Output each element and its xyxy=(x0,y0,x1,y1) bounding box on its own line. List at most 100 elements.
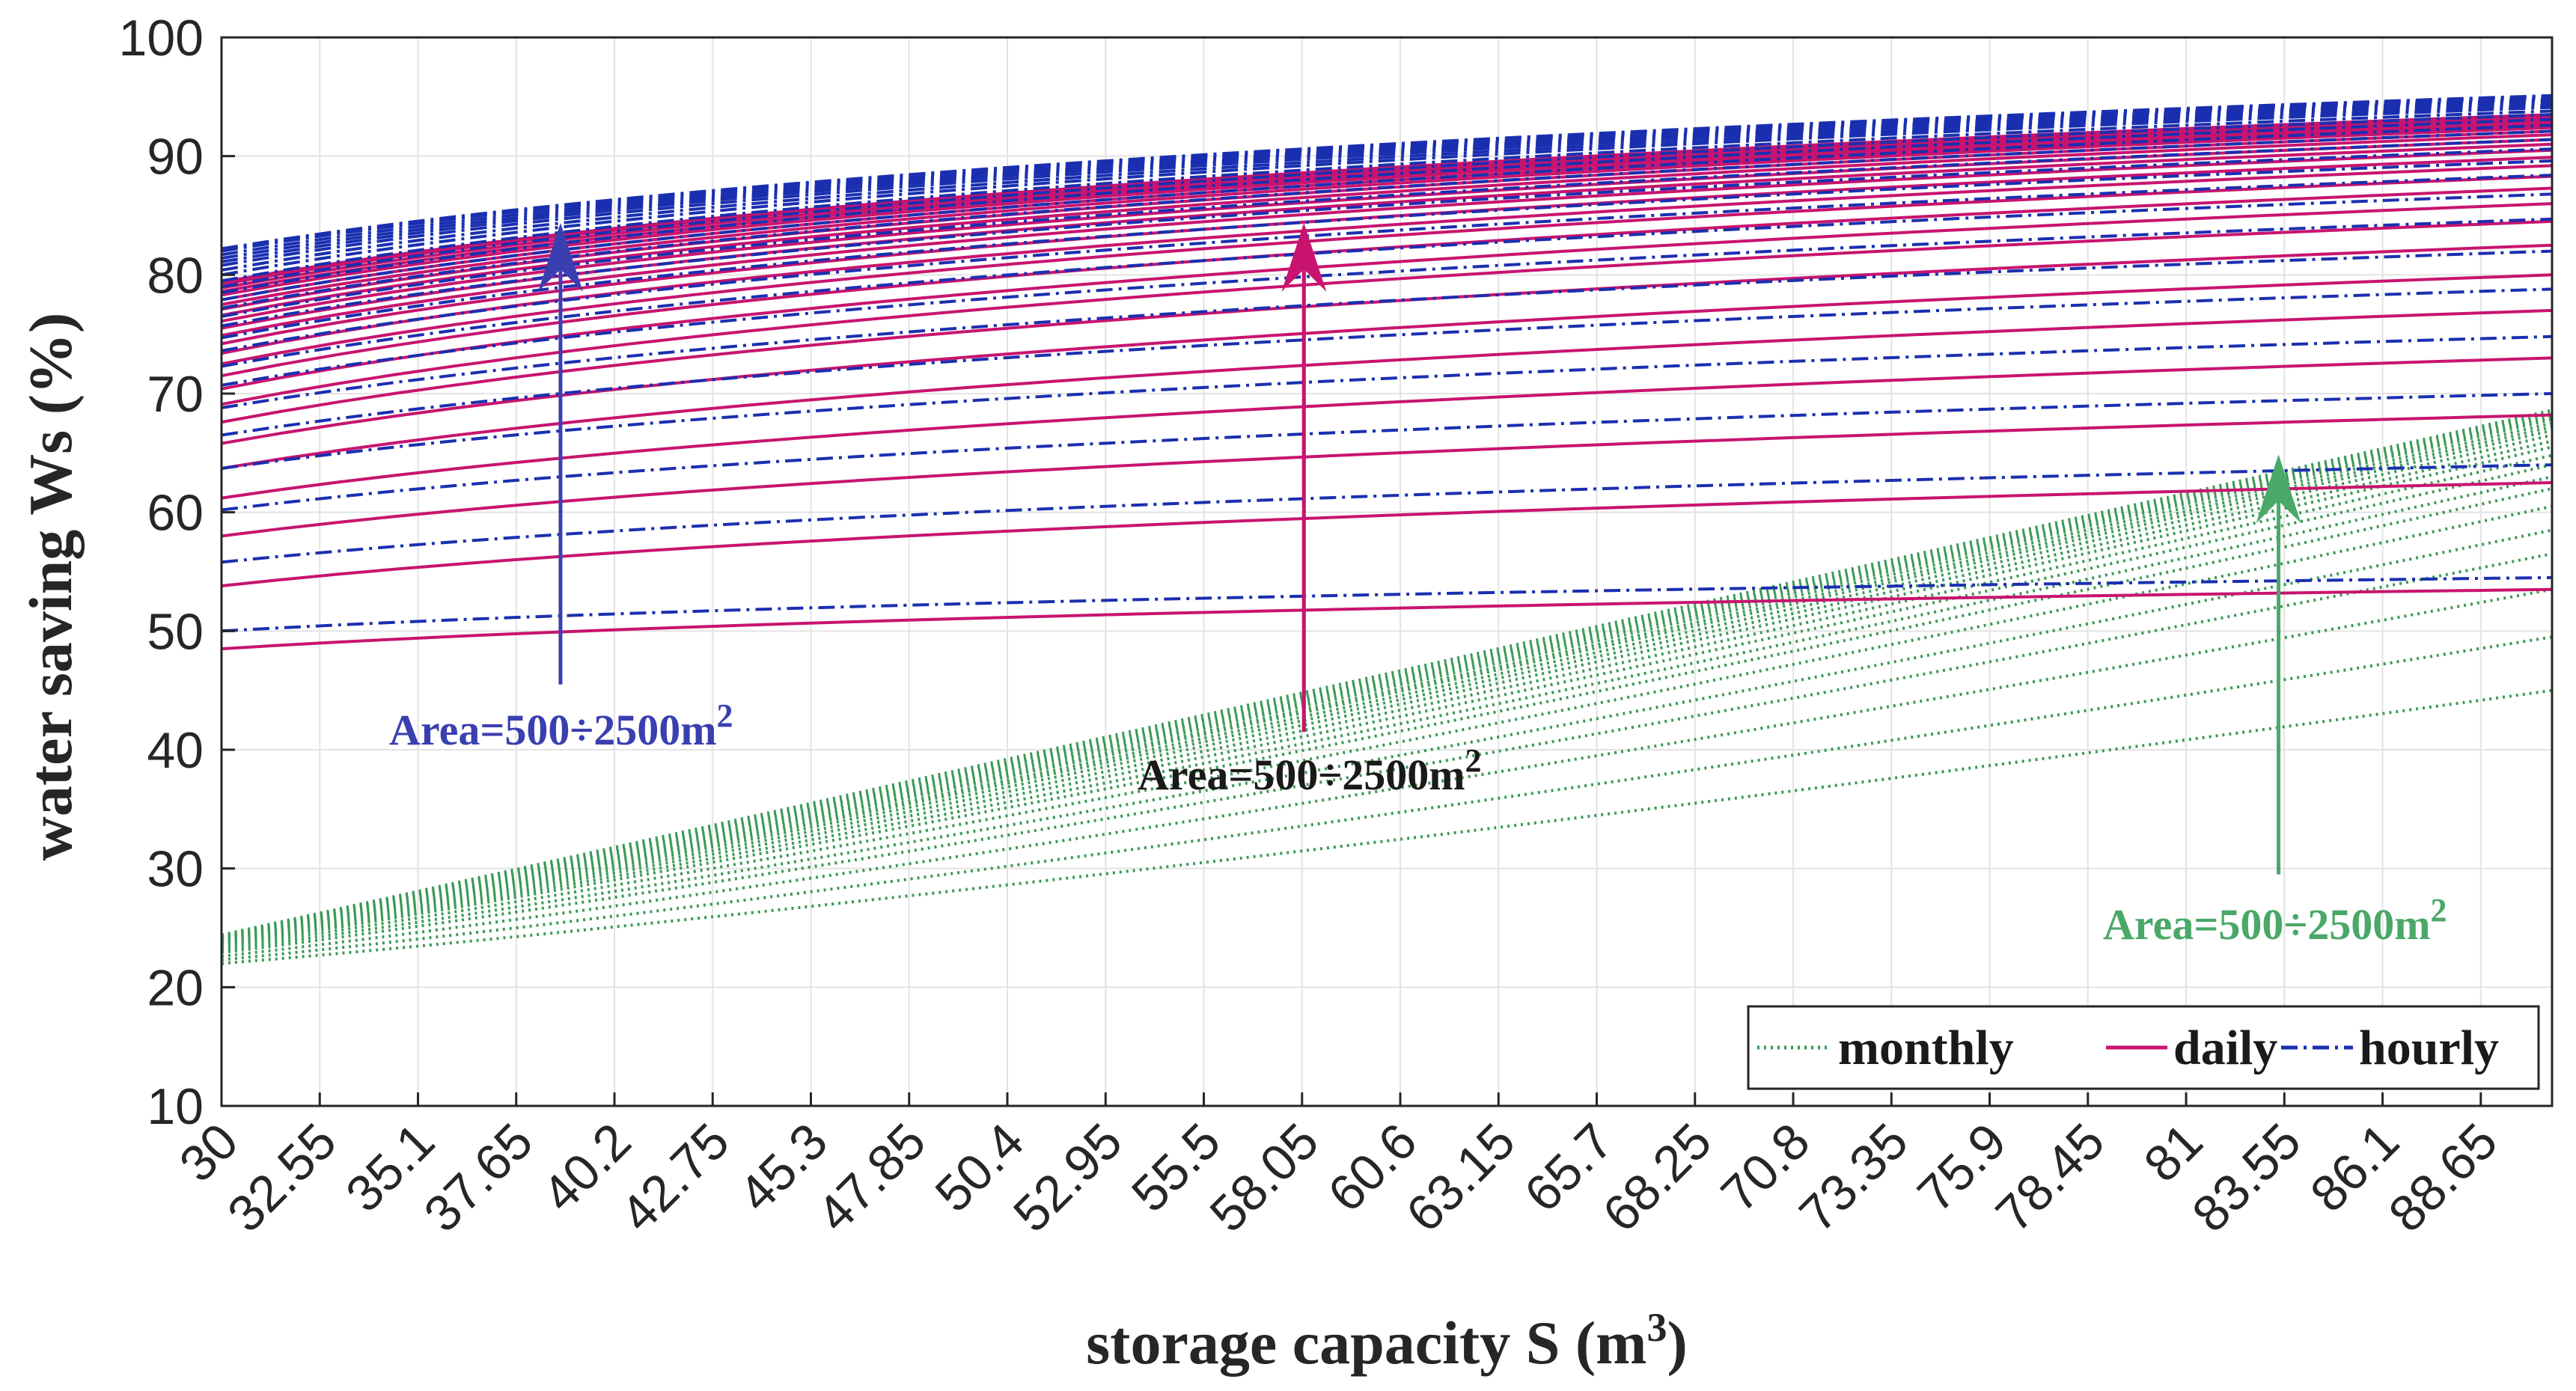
series-group-monthly xyxy=(221,409,2553,965)
x-axis-ticks: 3032.5535.137.6540.242.7545.347.8550.452… xyxy=(168,1092,2508,1243)
monthly-series-line xyxy=(221,425,2553,941)
monthly-series-line xyxy=(221,409,2553,937)
x-tick-label: 47.85 xyxy=(806,1113,936,1243)
daily-series-line xyxy=(221,174,2553,366)
legend-label-hourly: hourly xyxy=(2359,1021,2499,1075)
x-tick-label: 58.05 xyxy=(1199,1113,1329,1243)
monthly-series-line xyxy=(221,418,2553,939)
hourly-series-line xyxy=(221,138,2553,318)
monthly-series-line xyxy=(221,475,2553,947)
hourly-series-line xyxy=(221,94,2553,251)
x-tick-label-group: 47.85 xyxy=(806,1113,936,1243)
legend-label-daily: daily xyxy=(2173,1021,2277,1075)
annotation-arrow-head xyxy=(2256,454,2301,524)
x-tick-label: 88.65 xyxy=(2378,1113,2508,1243)
monthly-series-line xyxy=(221,453,2553,944)
y-tick-label: 50 xyxy=(147,603,204,660)
x-tick-label-group: 81 xyxy=(2133,1113,2213,1193)
x-tick-label-group: 37.65 xyxy=(413,1113,543,1243)
x-tick-label-group: 83.55 xyxy=(2182,1113,2312,1243)
x-tick-label-group: 58.05 xyxy=(1199,1113,1329,1243)
monthly-series-line xyxy=(221,421,2553,939)
x-tick-label-group: 68.25 xyxy=(1592,1113,1722,1243)
series-group-hourly xyxy=(221,94,2553,633)
hourly-series-line xyxy=(221,103,2553,272)
y-tick-label: 70 xyxy=(147,366,204,423)
daily-series-line xyxy=(221,481,2553,587)
x-tick-label-group: 88.65 xyxy=(2378,1113,2508,1243)
daily-series-line xyxy=(221,308,2553,470)
y-axis-title: water saving Ws (%) xyxy=(16,313,85,861)
y-tick-label: 10 xyxy=(147,1078,204,1135)
annotations: Area=500÷2500m2 Area=500÷2500m2 Area=500÷2… xyxy=(389,222,2447,950)
daily-series-line xyxy=(221,356,2553,500)
daily-series-line xyxy=(221,121,2553,297)
monthly-series-line xyxy=(221,415,2553,938)
x-tick-label-group: 42.75 xyxy=(610,1113,740,1243)
hourly-series-line xyxy=(221,334,2553,470)
y-tick-label: 80 xyxy=(147,247,204,304)
monthly-series-line xyxy=(221,504,2553,950)
daily-series-line xyxy=(221,219,2553,406)
y-tick-label: 90 xyxy=(147,129,204,186)
annotation-arrow-head xyxy=(1281,222,1327,292)
x-tick-label: 32.55 xyxy=(217,1113,347,1243)
monthly-series-line xyxy=(221,445,2553,943)
x-axis-title: storage capacity S (m3) xyxy=(1086,1305,1688,1377)
annotation-label: Area=500÷2500m2 xyxy=(2103,892,2447,950)
annotation-label: Area=500÷2500m2 xyxy=(1138,742,1482,800)
daily-series-line xyxy=(221,202,2553,391)
x-tick-label: 83.55 xyxy=(2182,1113,2312,1243)
hourly-series-line xyxy=(221,147,2553,328)
y-tick-label: 30 xyxy=(147,841,204,898)
x-tick-label: 37.65 xyxy=(413,1113,543,1243)
x-tick-label: 73.35 xyxy=(1789,1113,1919,1243)
daily-series-line xyxy=(221,126,2553,306)
x-tick-label-group: 52.95 xyxy=(1003,1113,1133,1243)
hourly-series-line xyxy=(221,392,2553,512)
x-tick-label-group: 63.15 xyxy=(1396,1113,1526,1243)
daily-series-line xyxy=(221,413,2553,538)
hourly-series-line xyxy=(221,192,2553,368)
y-tick-label: 40 xyxy=(147,722,204,779)
monthly-series-line xyxy=(221,635,2553,962)
monthly-series-line xyxy=(221,411,2553,938)
x-tick-label: 42.75 xyxy=(610,1113,740,1243)
hourly-series-line xyxy=(221,123,2553,302)
y-axis-ticks: 10 20 30 40 50 60 70 80 90 100 xyxy=(119,10,235,1135)
monthly-series-line xyxy=(221,528,2553,953)
hourly-series-line xyxy=(221,97,2553,260)
monthly-series-line xyxy=(221,688,2553,965)
monthly-series-line xyxy=(221,463,2553,945)
legend: monthly daily hourly xyxy=(1747,1005,2540,1090)
monthly-series-line xyxy=(221,587,2553,959)
hourly-series-line xyxy=(221,174,2553,352)
x-tick-label-group: 73.35 xyxy=(1789,1113,1919,1243)
hourly-series-line xyxy=(221,106,2553,277)
hourly-series-line xyxy=(221,96,2553,257)
hourly-series-line xyxy=(221,95,2553,253)
hourly-series-line xyxy=(221,217,2553,387)
hourly-series-line xyxy=(221,249,2553,409)
x-tick-label: 52.95 xyxy=(1003,1113,1133,1243)
plot-frame xyxy=(220,36,2554,1107)
x-tick-label: 63.15 xyxy=(1396,1113,1526,1243)
y-tick-label: 60 xyxy=(147,485,204,542)
daily-series-line xyxy=(221,587,2553,651)
daily-series-line xyxy=(221,148,2553,337)
monthly-series-line xyxy=(221,552,2553,955)
hourly-series-line xyxy=(221,575,2553,633)
hourly-series-line xyxy=(221,101,2553,267)
x-tick-label: 81 xyxy=(2133,1113,2213,1193)
hourly-series-line xyxy=(221,117,2553,295)
annotation-label: Area=500÷2500m2 xyxy=(389,697,733,755)
series-lines xyxy=(221,94,2553,965)
hourly-series-line xyxy=(221,109,2553,283)
hourly-series-line xyxy=(221,159,2553,340)
x-tick-label: 68.25 xyxy=(1592,1113,1722,1243)
daily-series-line xyxy=(221,133,2553,317)
x-tick-label: 78.45 xyxy=(1985,1113,2115,1243)
hourly-series-line xyxy=(221,113,2553,289)
